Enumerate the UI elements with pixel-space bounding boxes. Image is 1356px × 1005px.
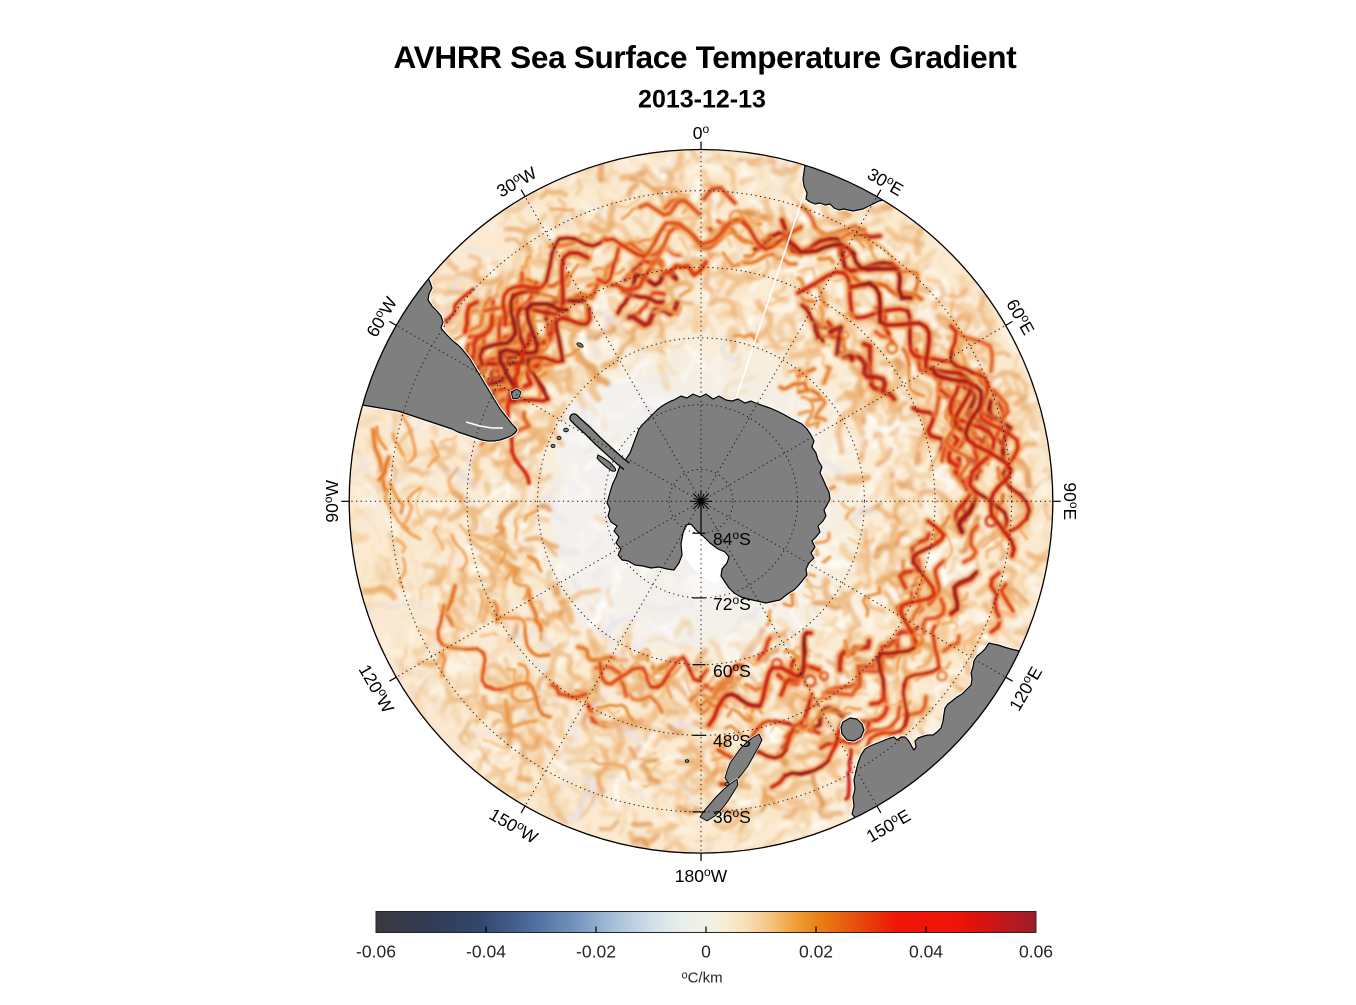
svg-text:-0.04: -0.04 xyxy=(466,942,506,962)
svg-text:150oE: 150oE xyxy=(862,804,914,846)
svg-text:0: 0 xyxy=(701,942,711,962)
svg-text:oC/km: oC/km xyxy=(681,970,722,987)
svg-text:0.04: 0.04 xyxy=(909,942,943,962)
svg-text:AVHRR Sea Surface Temperature: AVHRR Sea Surface Temperature Gradient xyxy=(394,39,1018,75)
svg-text:60oS: 60oS xyxy=(713,660,751,681)
svg-text:0o: 0o xyxy=(693,122,710,143)
svg-text:90oE: 90oE xyxy=(1060,482,1081,520)
svg-text:84oS: 84oS xyxy=(713,528,751,549)
svg-text:0.06: 0.06 xyxy=(1019,942,1053,962)
svg-text:2013-12-13: 2013-12-13 xyxy=(638,86,766,114)
svg-text:72oS: 72oS xyxy=(713,593,751,614)
svg-text:0.02: 0.02 xyxy=(799,942,833,962)
svg-text:120oE: 120oE xyxy=(1004,663,1046,715)
svg-text:48oS: 48oS xyxy=(713,730,751,751)
svg-text:-0.02: -0.02 xyxy=(576,942,616,962)
svg-text:-0.06: -0.06 xyxy=(356,942,396,962)
svg-text:36oS: 36oS xyxy=(713,806,751,827)
svg-text:90oW: 90oW xyxy=(321,479,342,522)
svg-text:180oW: 180oW xyxy=(675,865,728,886)
